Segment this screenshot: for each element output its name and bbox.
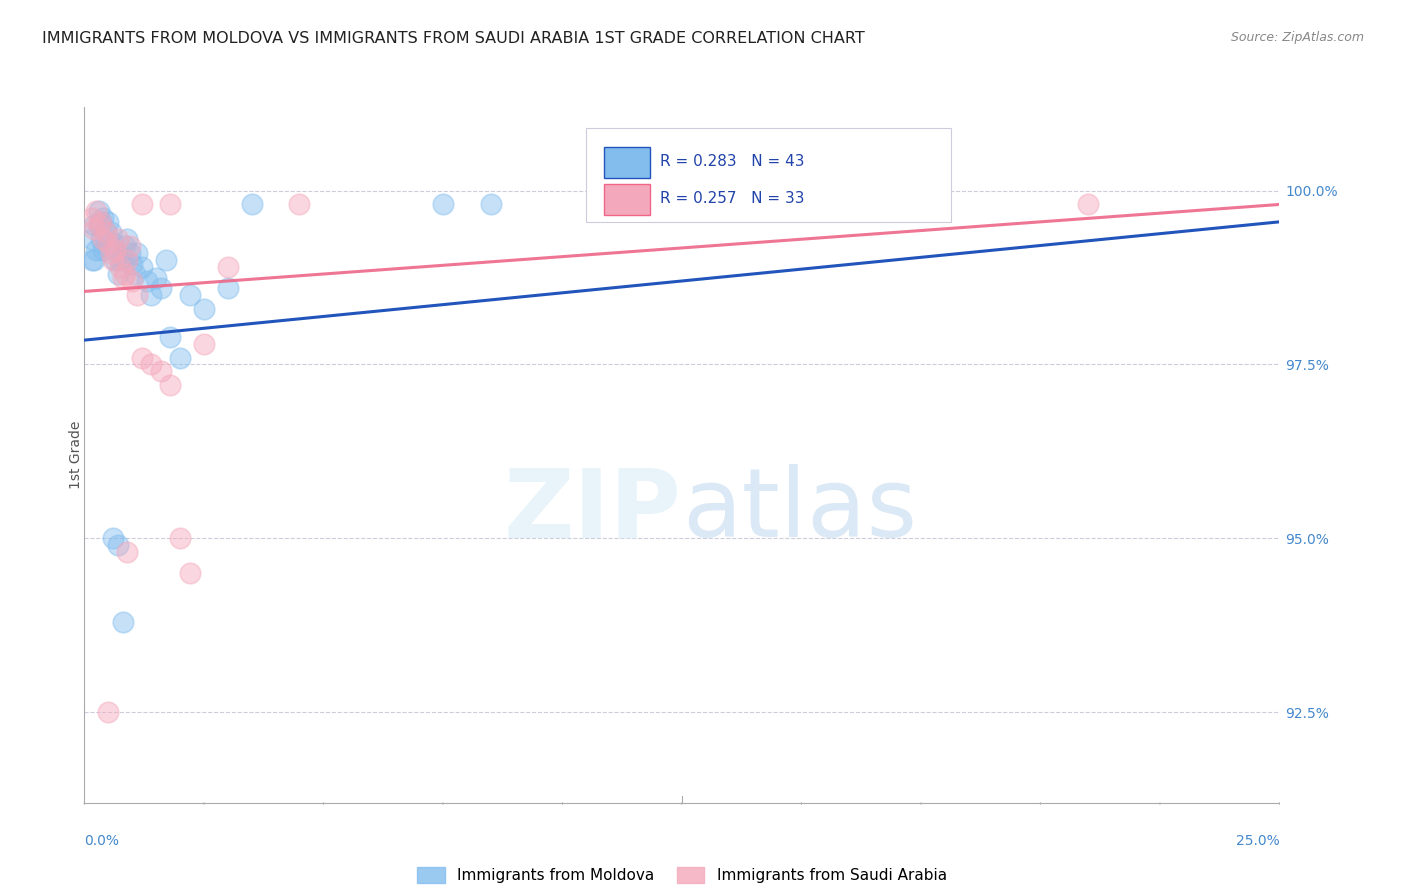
Point: [111, 615, 134, 629]
Text: 25.0%: 25.0%: [1236, 834, 1279, 848]
Point: [117, 232, 139, 246]
Point: [90, 215, 112, 229]
Point: [93, 243, 115, 257]
Point: [125, 246, 148, 260]
Point: [240, 197, 263, 211]
Point: [90, 232, 112, 246]
Point: [217, 281, 239, 295]
Point: [93, 232, 115, 246]
Point: [145, 270, 167, 285]
Point: [80, 211, 103, 226]
FancyBboxPatch shape: [605, 184, 650, 215]
Point: [159, 378, 181, 392]
Point: [125, 288, 148, 302]
Point: [80, 232, 103, 246]
Point: [121, 274, 143, 288]
Point: [110, 260, 132, 274]
Point: [114, 267, 136, 281]
Point: [131, 260, 153, 274]
Point: [117, 545, 139, 559]
Text: IMMIGRANTS FROM MOLDOVA VS IMMIGRANTS FROM SAUDI ARABIA 1ST GRADE CORRELATION CH: IMMIGRANTS FROM MOLDOVA VS IMMIGRANTS FR…: [42, 31, 865, 46]
Point: [159, 197, 181, 211]
Text: R = 0.257   N = 33: R = 0.257 N = 33: [661, 192, 804, 206]
Point: [101, 235, 124, 250]
Point: [141, 358, 163, 372]
Text: 0.0%: 0.0%: [84, 834, 120, 848]
Point: [121, 256, 143, 270]
Point: [83, 219, 105, 233]
Point: [432, 197, 454, 211]
Point: [83, 253, 105, 268]
Point: [100, 225, 122, 239]
Point: [83, 221, 105, 235]
Point: [104, 253, 127, 268]
Point: [87, 204, 110, 219]
Point: [86, 204, 108, 219]
Point: [193, 301, 215, 316]
Point: [111, 250, 134, 264]
Text: R = 0.283   N = 43: R = 0.283 N = 43: [661, 153, 804, 169]
Point: [94, 225, 117, 239]
Text: atlas: atlas: [682, 464, 917, 558]
Point: [80, 253, 103, 268]
Point: [169, 351, 191, 365]
Point: [479, 197, 502, 211]
Point: [111, 270, 134, 285]
Point: [101, 253, 124, 268]
Point: [159, 329, 181, 343]
Point: [107, 538, 129, 552]
Point: [100, 246, 122, 260]
Point: [97, 235, 120, 250]
FancyBboxPatch shape: [605, 146, 650, 178]
Point: [179, 566, 201, 581]
Point: [93, 211, 115, 226]
Text: ZIP: ZIP: [503, 464, 682, 558]
Point: [1077, 197, 1099, 211]
Point: [107, 267, 129, 281]
Point: [135, 274, 157, 288]
Point: [118, 246, 141, 260]
Point: [94, 225, 117, 239]
Point: [107, 232, 129, 246]
Point: [118, 239, 141, 253]
Point: [97, 239, 120, 253]
Point: [117, 253, 139, 268]
Point: [110, 253, 132, 268]
Point: [87, 219, 110, 233]
Point: [288, 197, 311, 211]
Point: [149, 281, 172, 295]
Point: [101, 532, 124, 546]
Point: [155, 253, 177, 268]
FancyBboxPatch shape: [586, 128, 950, 222]
Point: [87, 219, 110, 233]
Point: [114, 239, 136, 253]
Point: [104, 243, 127, 257]
Point: [193, 336, 215, 351]
Y-axis label: 1st Grade: 1st Grade: [69, 421, 83, 489]
Point: [97, 706, 120, 720]
Point: [97, 215, 120, 229]
Point: [141, 288, 163, 302]
Text: Source: ZipAtlas.com: Source: ZipAtlas.com: [1230, 31, 1364, 45]
Point: [124, 267, 146, 281]
Point: [179, 288, 201, 302]
Point: [131, 197, 153, 211]
Legend: Immigrants from Moldova, Immigrants from Saudi Arabia: Immigrants from Moldova, Immigrants from…: [411, 861, 953, 889]
Point: [86, 243, 108, 257]
Point: [90, 215, 112, 229]
Point: [217, 260, 239, 274]
Point: [131, 351, 153, 365]
Point: [169, 532, 191, 546]
Point: [149, 364, 172, 378]
